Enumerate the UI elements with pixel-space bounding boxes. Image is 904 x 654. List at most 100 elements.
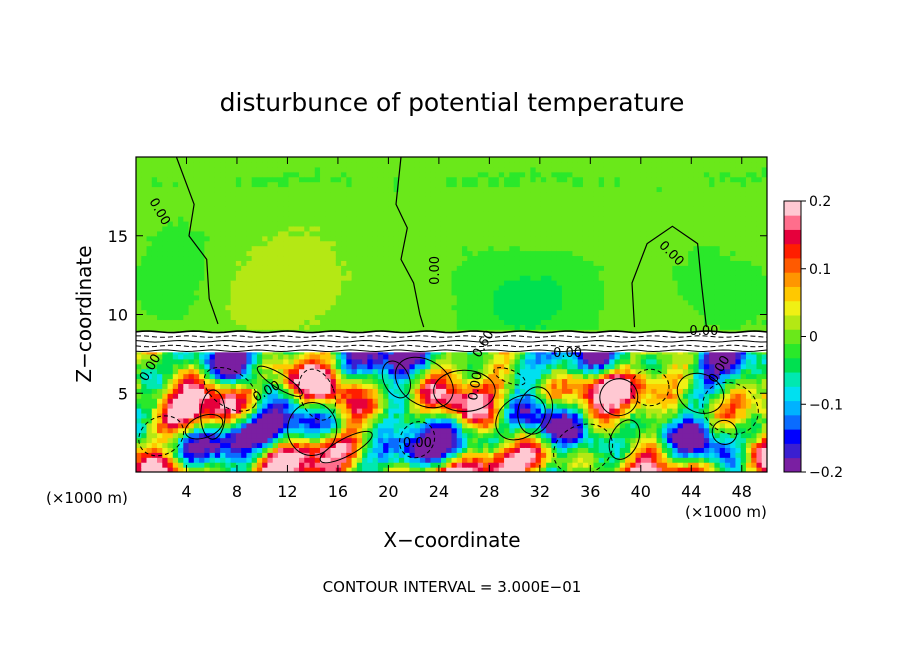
heatmap-cell xyxy=(304,383,311,389)
heatmap-cell xyxy=(472,304,479,311)
heatmap-cell xyxy=(220,255,226,261)
heatmap-cell xyxy=(220,388,226,394)
heatmap-cell xyxy=(519,363,526,370)
heatmap-cell xyxy=(209,284,216,291)
heatmap-cell xyxy=(330,393,337,399)
heatmap-cell xyxy=(188,280,195,286)
heatmap-cell xyxy=(256,304,263,311)
heatmap-cell xyxy=(535,289,542,296)
heatmap-cell xyxy=(293,309,300,316)
heatmap-cell xyxy=(225,442,232,448)
heatmap-cell xyxy=(341,250,347,257)
heatmap-cell xyxy=(225,304,232,311)
heatmap-cell xyxy=(540,299,547,306)
heatmap-cell xyxy=(220,309,226,316)
heatmap-cell xyxy=(267,462,274,468)
heatmap-cell xyxy=(299,437,305,444)
heatmap-cell xyxy=(435,383,442,389)
heatmap-cell xyxy=(267,191,274,197)
heatmap-cell xyxy=(456,403,463,409)
heatmap-cell xyxy=(277,250,284,257)
heatmap-cell xyxy=(193,284,200,291)
heatmap-cell xyxy=(419,220,426,227)
heatmap-cell xyxy=(167,186,174,193)
heatmap-cell xyxy=(446,408,453,414)
heatmap-cell xyxy=(535,206,542,212)
heatmap-cell xyxy=(393,171,400,178)
heatmap-cell xyxy=(530,353,537,360)
heatmap-cell xyxy=(372,304,379,311)
heatmap-cell xyxy=(351,260,358,266)
heatmap-cell xyxy=(414,378,421,384)
heatmap-cell xyxy=(462,314,468,321)
heatmap-cell xyxy=(172,176,179,183)
heatmap-cell xyxy=(272,245,279,252)
heatmap-cell xyxy=(419,432,426,439)
heatmap-cell xyxy=(530,171,537,178)
heatmap-cell xyxy=(504,260,510,266)
heatmap-cell xyxy=(477,289,484,296)
heatmap-cell xyxy=(225,206,232,212)
heatmap-cell xyxy=(314,220,321,227)
heatmap-cell xyxy=(525,225,531,232)
heatmap-cell xyxy=(351,240,358,247)
heatmap-cell xyxy=(430,412,437,419)
heatmap-cell xyxy=(535,324,542,330)
heatmap-cell xyxy=(514,171,521,178)
heatmap-cell xyxy=(220,181,226,188)
heatmap-cell xyxy=(167,319,174,325)
heatmap-cell xyxy=(136,157,142,163)
heatmap-cell xyxy=(488,161,495,168)
heatmap-cell xyxy=(272,447,279,453)
heatmap-cell xyxy=(472,319,479,325)
heatmap-cell xyxy=(346,235,353,242)
heatmap-cell xyxy=(241,171,248,178)
heatmap-cell xyxy=(483,250,489,257)
heatmap-cell xyxy=(320,373,326,380)
heatmap-cell xyxy=(199,289,205,296)
heatmap-cell xyxy=(209,408,216,414)
heatmap-cell xyxy=(488,314,495,321)
heatmap-cell xyxy=(193,255,200,261)
heatmap-cell xyxy=(519,280,526,286)
heatmap-cell xyxy=(193,171,200,178)
heatmap-cell xyxy=(272,186,279,193)
heatmap-cell xyxy=(272,250,279,257)
heatmap-cell xyxy=(409,442,416,448)
heatmap-cell xyxy=(256,265,263,271)
heatmap-cell xyxy=(488,388,495,394)
heatmap-cell xyxy=(330,363,337,370)
heatmap-cell xyxy=(330,245,337,252)
heatmap-cell xyxy=(362,353,368,360)
heatmap-cell xyxy=(467,245,474,252)
heatmap-cell xyxy=(320,398,326,404)
heatmap-cell xyxy=(241,166,248,173)
heatmap-cell xyxy=(199,161,205,168)
heatmap-cell xyxy=(535,388,542,394)
heatmap-cell xyxy=(267,324,274,330)
heatmap-cell xyxy=(183,280,190,286)
heatmap-cell xyxy=(157,186,163,193)
heatmap-cell xyxy=(309,196,316,202)
heatmap-cell xyxy=(477,176,484,183)
heatmap-cell xyxy=(535,417,542,424)
heatmap-cell xyxy=(277,289,284,296)
heatmap-cell xyxy=(251,319,258,325)
heatmap-cell xyxy=(314,161,321,168)
heatmap-cell xyxy=(325,260,332,266)
heatmap-cell xyxy=(325,363,332,370)
heatmap-cell xyxy=(151,398,158,404)
heatmap-cell xyxy=(440,457,447,463)
heatmap-cell xyxy=(335,368,342,375)
heatmap-cell xyxy=(209,240,216,247)
heatmap-cell xyxy=(472,422,479,429)
heatmap-cell xyxy=(351,309,358,316)
heatmap-cell xyxy=(314,437,321,444)
heatmap-cell xyxy=(383,452,389,458)
heatmap-cell xyxy=(341,447,347,453)
heatmap-cell xyxy=(525,432,531,439)
heatmap-cell xyxy=(493,467,500,472)
heatmap-cell xyxy=(504,171,510,178)
heatmap-cell xyxy=(467,191,474,197)
heatmap-cell xyxy=(309,358,316,365)
